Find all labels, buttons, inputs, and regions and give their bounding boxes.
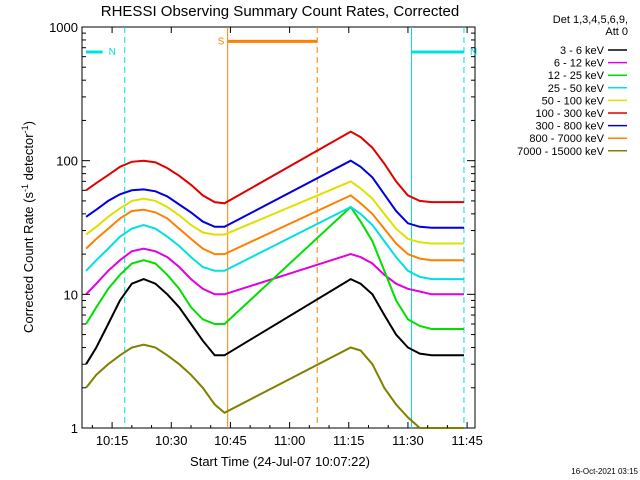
series-line-5 bbox=[85, 130, 464, 205]
y-tick-label-0: 1 bbox=[71, 421, 78, 436]
series-line-0 bbox=[85, 277, 464, 365]
x-tick-label-3: 11:00 bbox=[274, 433, 306, 448]
y-tick-label-3: 1000 bbox=[49, 20, 78, 35]
chart-title: RHESSI Observing Summary Count Rates, Co… bbox=[101, 3, 459, 20]
x-axis-label: Start Time (24-Jul-07 10:07:22) bbox=[190, 454, 370, 469]
legend-label-7: 800 - 7000 keV bbox=[529, 133, 604, 145]
legend-label-0: 3 - 6 keV bbox=[560, 45, 605, 57]
series-line-3 bbox=[85, 205, 464, 281]
legend-label-1: 6 - 12 keV bbox=[554, 58, 605, 70]
legend-header-line-1: Det 1,3,4,5,6,9, bbox=[553, 14, 628, 26]
y-tick-label-1: 10 bbox=[64, 287, 78, 302]
series-line-6 bbox=[85, 159, 464, 229]
x-tick-label-5: 11:30 bbox=[392, 433, 424, 448]
y-axis-label: Corrected Count Rate (s-1 detector-1) bbox=[20, 121, 36, 333]
series-line-1 bbox=[85, 247, 464, 296]
x-tick-label-6: 11:45 bbox=[451, 433, 483, 448]
series-line-7 bbox=[85, 194, 464, 262]
legend-header-line-2: Att 0 bbox=[605, 26, 628, 38]
annotation-label-1: N bbox=[470, 47, 477, 58]
generation-timestamp: 16-Oct-2021 03:15 bbox=[571, 467, 638, 476]
x-axis-ticks: 10:15 10:30 10:45 11:00 11:15 11:30 11:45 bbox=[91, 27, 483, 448]
series-line-8 bbox=[85, 343, 464, 429]
legend-label-6: 300 - 800 keV bbox=[536, 121, 605, 133]
x-tick-label-4: 11:15 bbox=[333, 433, 365, 448]
y-axis-ticks: 1 10 100 1000 bbox=[49, 20, 475, 436]
annotation-label-2: S bbox=[218, 36, 225, 47]
x-tick-label-0: 10:15 bbox=[96, 433, 129, 448]
series-line-4 bbox=[85, 180, 464, 245]
y-tick-label-2: 100 bbox=[56, 154, 78, 169]
legend-label-5: 100 - 300 keV bbox=[536, 108, 605, 120]
annotation-label-0: N bbox=[109, 47, 116, 58]
legend-label-4: 50 - 100 keV bbox=[542, 95, 605, 107]
plot-area bbox=[81, 26, 476, 429]
series-line-2 bbox=[85, 205, 464, 330]
legend-label-8: 7000 - 15000 keV bbox=[517, 146, 605, 158]
series-lines bbox=[85, 130, 464, 429]
x-tick-label-1: 10:30 bbox=[155, 433, 188, 448]
legend-label-3: 25 - 50 keV bbox=[548, 83, 605, 95]
x-tick-label-2: 10:45 bbox=[214, 433, 247, 448]
legend-label-2: 12 - 25 keV bbox=[548, 70, 605, 82]
